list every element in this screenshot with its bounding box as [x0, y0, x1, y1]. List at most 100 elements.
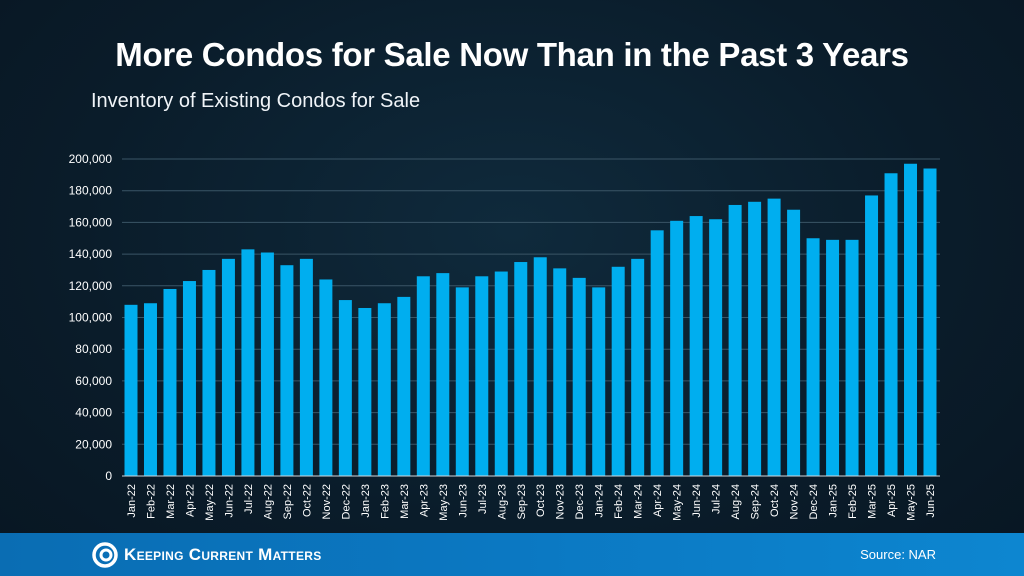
y-tick-label: 200,000 — [69, 152, 113, 166]
x-tick-label: Dec-24 — [808, 484, 820, 519]
x-tick-label: Nov-23 — [555, 484, 567, 519]
x-tick-label: Jun-24 — [691, 484, 703, 518]
x-tick-label: Apr-22 — [184, 484, 196, 517]
brand-logo: Keeping Current Matters — [92, 542, 322, 568]
bar — [163, 288, 177, 476]
bar — [280, 265, 294, 476]
bar — [299, 258, 313, 476]
y-tick-label: 160,000 — [69, 215, 113, 229]
bar — [494, 271, 508, 476]
y-tick-label: 20,000 — [75, 437, 112, 451]
y-tick-label: 100,000 — [69, 311, 113, 325]
x-tick-label: Jul-24 — [711, 484, 723, 514]
chart-title: More Condos for Sale Now Than in the Pas… — [115, 36, 909, 73]
bar — [728, 204, 742, 476]
bar — [241, 249, 255, 476]
bar — [865, 195, 879, 476]
bar — [397, 296, 411, 476]
x-tick-label: Jan-22 — [126, 484, 138, 518]
x-tick-label: Oct-22 — [301, 484, 313, 517]
bar — [826, 239, 840, 476]
bar — [806, 238, 820, 476]
x-tick-label: Nov-24 — [789, 484, 801, 519]
x-tick-label: Apr-24 — [652, 484, 664, 517]
bar — [923, 168, 937, 476]
bar — [338, 300, 352, 476]
bar — [884, 173, 898, 476]
source-note: Source: NAR — [860, 547, 936, 562]
x-tick-label: Feb-24 — [613, 484, 625, 519]
bar — [845, 239, 859, 476]
bar — [787, 209, 801, 476]
y-tick-label: 140,000 — [69, 247, 113, 261]
bar — [221, 258, 235, 476]
bar — [553, 268, 567, 476]
x-tick-label: Aug-23 — [496, 484, 508, 519]
x-tick-label: Feb-25 — [847, 484, 859, 519]
bar — [143, 303, 157, 476]
footer: Keeping Current Matters Source: NAR — [0, 533, 1024, 576]
x-tick-label: Sep-22 — [282, 484, 294, 519]
x-tick-label: May-23 — [438, 484, 450, 521]
y-tick-label: 60,000 — [75, 374, 112, 388]
bar — [631, 258, 645, 476]
bar-chart: 0 20,000 40,000 60,000 80,000 100,000 120,000 1… — [69, 152, 940, 521]
x-tick-label: Sep-23 — [516, 484, 528, 519]
bar — [182, 281, 196, 476]
bar — [475, 276, 489, 476]
bar — [767, 198, 781, 476]
x-tick-label: Apr-25 — [886, 484, 898, 517]
x-tick-label: Sep-24 — [750, 484, 762, 519]
x-tick-label: Mar-24 — [633, 484, 645, 519]
chart-subtitle: Inventory of Existing Condos for Sale — [91, 90, 421, 112]
y-tick-label: 40,000 — [75, 406, 112, 420]
bar — [319, 279, 333, 476]
x-tick-label: Dec-22 — [340, 484, 352, 519]
bar — [748, 201, 762, 477]
y-tick-label: 180,000 — [69, 184, 113, 198]
x-tick-label: Jan-25 — [828, 484, 840, 518]
x-tick-label: May-25 — [906, 484, 918, 521]
bar — [514, 262, 528, 476]
bar — [689, 216, 703, 476]
x-tick-label: Jul-23 — [477, 484, 489, 514]
x-tick-label: Feb-23 — [379, 484, 391, 519]
bar — [124, 304, 138, 476]
x-tick-label: May-24 — [672, 484, 684, 521]
swirl-logo-icon — [92, 542, 118, 568]
x-tick-label: Mar-25 — [867, 484, 879, 519]
bar — [904, 163, 918, 476]
x-tick-label: Apr-23 — [418, 484, 430, 517]
x-tick-label: Jun-23 — [457, 484, 469, 518]
bar — [416, 276, 430, 476]
bar — [377, 303, 391, 476]
y-tick-label: 0 — [105, 469, 112, 483]
bar — [260, 252, 274, 476]
brand-name: Keeping Current Matters — [124, 545, 322, 564]
bar — [572, 277, 586, 476]
bar — [670, 220, 684, 476]
x-tick-label: Nov-22 — [321, 484, 333, 519]
x-tick-label: Aug-22 — [262, 484, 274, 519]
y-tick-label: 120,000 — [69, 279, 113, 293]
bar — [650, 230, 664, 476]
bar — [436, 273, 450, 476]
x-tick-label: Mar-23 — [399, 484, 411, 519]
x-tick-label: Dec-23 — [574, 484, 586, 519]
x-tick-label: Oct-24 — [769, 484, 781, 517]
x-tick-label: Jun-22 — [223, 484, 235, 518]
bar — [709, 219, 723, 477]
x-tick-label: Oct-23 — [535, 484, 547, 517]
bar — [592, 287, 606, 476]
x-tick-label: May-22 — [204, 484, 216, 521]
bar — [455, 287, 469, 476]
y-tick-label: 80,000 — [75, 342, 112, 356]
bar — [611, 266, 625, 476]
x-tick-label: Feb-22 — [145, 484, 157, 519]
bar — [202, 269, 216, 476]
bar — [533, 257, 547, 476]
x-tick-label: Jul-22 — [243, 484, 255, 514]
x-tick-label: Jun-25 — [925, 484, 937, 518]
x-tick-label: Aug-24 — [730, 484, 742, 519]
x-tick-label: Jan-23 — [360, 484, 372, 518]
